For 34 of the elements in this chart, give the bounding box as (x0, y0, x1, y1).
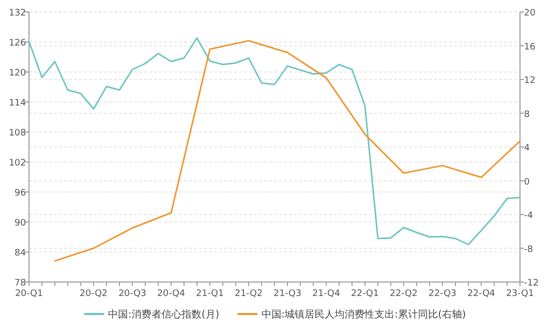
x-tick-label: 21-Q3 (274, 289, 302, 299)
x-tick-label: 22-Q4 (467, 289, 496, 299)
legend-label: 中国:消费者信心指数(月) (108, 308, 220, 320)
y-tick-label: 108 (8, 128, 26, 138)
x-tick-label: 20-Q1 (15, 289, 43, 299)
x-tick-label: 21-Q1 (196, 289, 224, 299)
y-tick-label: 120 (8, 68, 26, 78)
y2-tick-label: -12 (524, 278, 539, 288)
x-tick-label: 20-Q3 (118, 289, 146, 299)
x-tick-label: 21-Q4 (312, 289, 340, 299)
y-tick-label: 114 (8, 98, 26, 108)
y-tick-label: 84 (14, 248, 26, 258)
legend-label: 中国:城镇居民人均消费性支出:累计同比(右轴) (261, 308, 466, 320)
y2-tick-label: 0 (524, 177, 530, 188)
x-tick-label: 22-Q2 (390, 289, 418, 299)
y-tick-label: 126 (8, 38, 26, 48)
y-tick-label: 102 (8, 158, 26, 168)
x-tick-label: 22-Q1 (351, 289, 379, 299)
y-tick-label: 96 (14, 188, 26, 198)
y2-tick-label: 12 (524, 76, 536, 86)
y-tick-label: 90 (14, 218, 26, 228)
y2-tick-label: -8 (524, 244, 534, 255)
x-tick-label: 22-Q3 (428, 289, 456, 299)
x-tick-label: 21-Q2 (234, 289, 263, 299)
y2-tick-label: 8 (524, 110, 530, 120)
y2-tick-label: -4 (524, 211, 534, 221)
x-tick-label: 20-Q4 (157, 289, 186, 299)
y2-tick-label: 4 (524, 144, 530, 154)
y-tick-label: 78 (14, 278, 26, 288)
y2-tick-label: 20 (524, 8, 536, 18)
y2-tick-label: 16 (524, 42, 536, 52)
x-tick-label: 20-Q2 (80, 289, 108, 299)
y-tick-label: 132 (8, 8, 26, 18)
x-tick-label: 23-Q1 (506, 289, 534, 299)
